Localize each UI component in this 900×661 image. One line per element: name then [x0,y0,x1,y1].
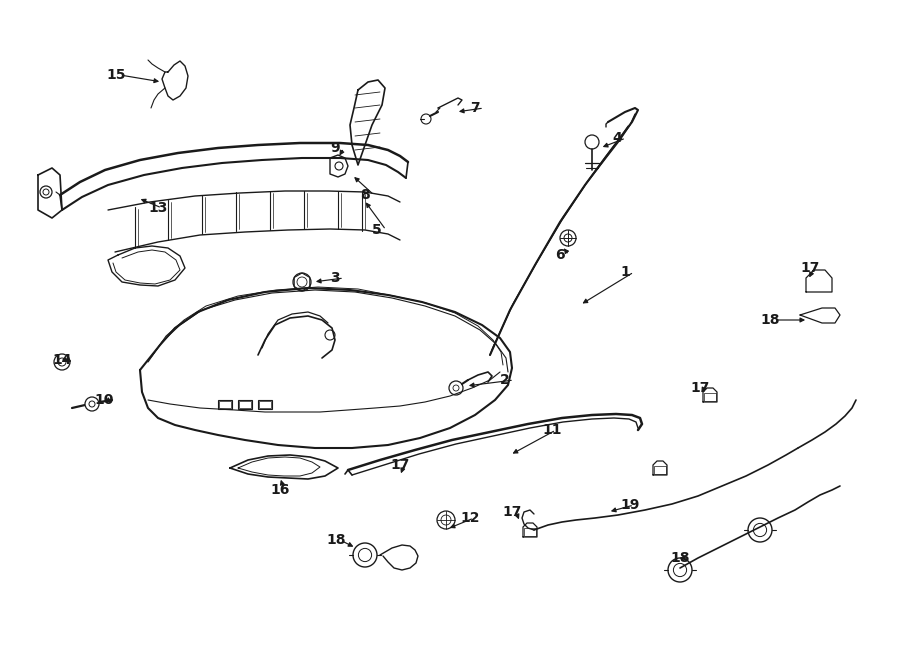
Text: 15: 15 [106,68,125,82]
Text: 9: 9 [330,141,339,155]
Text: 12: 12 [460,511,480,525]
Text: 8: 8 [360,188,370,202]
Bar [239,401,251,408]
Bar [218,400,232,409]
Text: 19: 19 [620,498,639,512]
Text: 14: 14 [52,353,71,367]
Bar [258,400,272,409]
Text: 17: 17 [690,381,709,395]
Text: 11: 11 [542,423,562,437]
Text: 18: 18 [326,533,346,547]
Text: 1: 1 [620,265,630,279]
Text: 18: 18 [760,313,779,327]
Text: 6: 6 [555,248,564,262]
Text: 2: 2 [500,373,509,387]
Text: 10: 10 [94,393,113,407]
Bar [524,528,536,536]
Bar [704,393,716,401]
Text: 18: 18 [670,551,689,565]
Text: 16: 16 [270,483,290,497]
Text: 17: 17 [800,261,819,275]
Text: 17: 17 [390,458,410,472]
Bar [259,401,271,408]
Text: 13: 13 [148,201,167,215]
Circle shape [85,397,99,411]
Bar [219,401,231,408]
Text: 7: 7 [470,101,480,115]
Text: 5: 5 [372,223,382,237]
Text: 17: 17 [502,505,521,519]
Text: 4: 4 [612,131,622,145]
Text: 3: 3 [330,271,339,285]
Bar [654,466,666,474]
Bar [238,400,252,409]
